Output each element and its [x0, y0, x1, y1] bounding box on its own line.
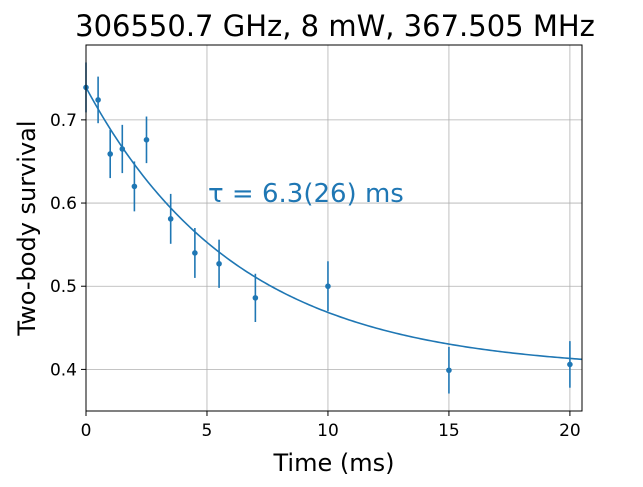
y-tick-label: 0.7 [50, 111, 77, 131]
data-point [252, 295, 259, 301]
x-axis-label: Time (ms) [273, 449, 395, 477]
fit-curve-layer [85, 87, 583, 361]
data-points-layer [83, 62, 573, 394]
grid [85, 45, 582, 411]
data-point [143, 137, 150, 143]
x-tick-label: 0 [81, 421, 92, 441]
tau-annotation: τ = 6.3(26) ms [208, 179, 404, 209]
axis-ticks: 0 5 10 15 20 0.4 0.5 0.6 0.7 [50, 111, 581, 441]
x-tick-label: 20 [559, 421, 581, 441]
data-point [325, 283, 331, 290]
data-point [567, 361, 573, 368]
y-tick-label: 0.5 [50, 277, 77, 297]
plot-frame [85, 44, 583, 412]
y-tick-label: 0.6 [50, 194, 77, 214]
x-tick-label: 15 [438, 421, 460, 441]
data-point [95, 97, 101, 103]
data-point [167, 216, 174, 222]
fit-curve [85, 87, 583, 361]
x-tick-label: 10 [317, 421, 339, 441]
data-point [216, 260, 222, 267]
y-tick-label: 0.4 [50, 360, 77, 380]
data-point [446, 367, 452, 374]
x-tick-label: 5 [202, 421, 213, 441]
data-point [107, 151, 113, 157]
data-point [119, 146, 126, 152]
y-axis-label: Two-body survival [13, 120, 41, 336]
data-point [131, 183, 138, 190]
data-point [192, 250, 198, 256]
chart-title: 306550.7 GHz, 8 mW, 367.505 MHz [75, 9, 595, 43]
